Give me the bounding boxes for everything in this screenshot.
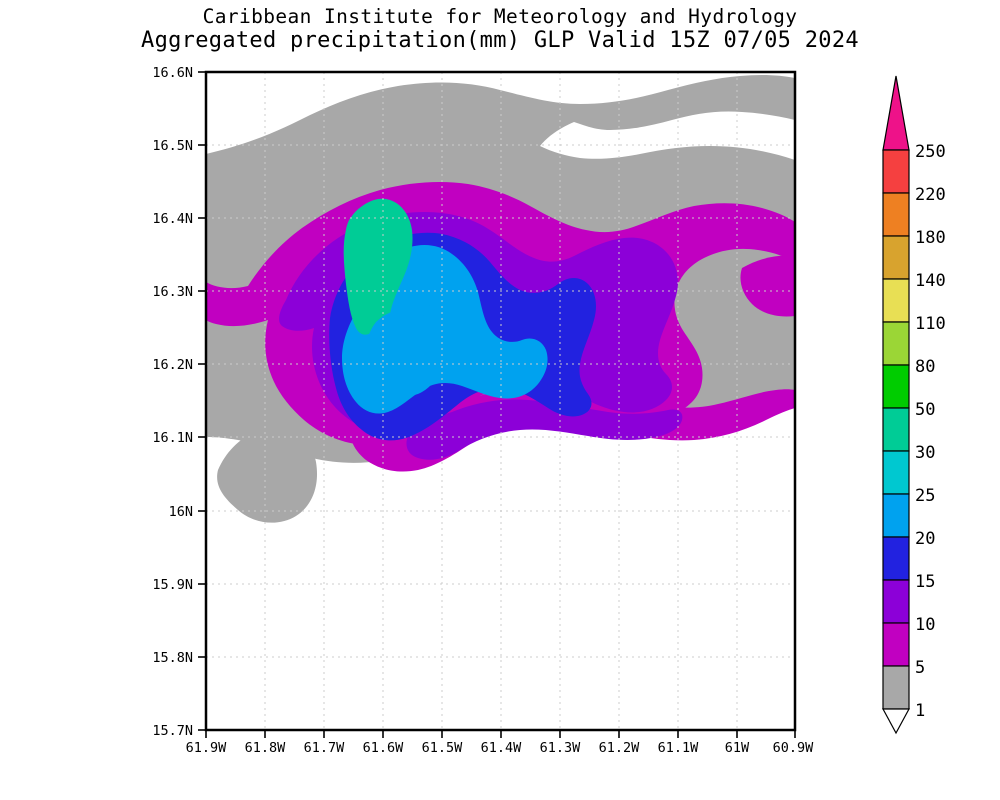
y-tick-label: 16.1N [152,430,193,446]
colorbar-band-10-15 [882,579,910,624]
colorbar-band-25-30 [882,450,910,495]
y-axis-labels: 16.6N 16.5N 16.4N 16.3N 16.2N 16.1N 16N … [152,65,193,739]
y-tick-label: 15.8N [152,650,193,666]
colorbar-tick-label: 10 [915,615,935,635]
y-tick-label: 16.4N [152,211,193,227]
x-tick-label: 61.9W [186,740,228,756]
colorbar-under-arrow [881,708,911,735]
x-axis-labels: 61.9W 61.8W 61.7W 61.6W 61.5W 61.4W 61.3… [186,740,815,756]
colorbar-tick-label: 5 [915,658,925,678]
colorbar-band-5-10 [882,622,910,667]
colorbar-tick-label: 20 [915,529,935,549]
colorbar-band-140-180 [882,235,910,280]
colorbar-band-180-220 [882,192,910,237]
chart-title-block: Caribbean Institute for Meteorology and … [0,5,1000,54]
y-tick-label: 16.6N [152,65,193,81]
x-tick-label: 61.8W [245,740,287,756]
colorbar-band-30-50 [882,407,910,452]
colorbar-tick-label: 250 [915,142,946,162]
x-tick-label: 61.2W [599,740,641,756]
x-tick-label: 61.6W [363,740,405,756]
x-tick-label: 61.7W [304,740,346,756]
y-tick-label: 16.2N [152,357,193,373]
y-tick-label: 15.7N [152,723,193,739]
grid-lines [206,72,795,730]
colorbar[interactable]: 250 220 180 140 110 80 50 30 25 20 15 10… [881,75,946,735]
x-tick-label: 61.3W [540,740,582,756]
y-tick-label: 16.5N [152,138,193,154]
colorbar-tick-label: 15 [915,572,935,592]
institute-title: Caribbean Institute for Meteorology and … [202,5,798,28]
colorbar-band-50-80 [882,364,910,409]
colorbar-band-80-110 [882,321,910,366]
colorbar-tick-label: 180 [915,228,946,248]
colorbar-band-220-250 [882,149,910,194]
colorbar-band-15-20 [882,536,910,581]
y-tick-label: 16.3N [152,284,193,300]
colorbar-tick-label: 220 [915,185,946,205]
colorbar-over-arrow [882,75,910,151]
x-tick-label: 60.9W [773,740,815,756]
contour-patch-1-5-isolated [217,427,318,523]
y-axis-ticks [198,71,206,731]
colorbar-tick-label: 30 [915,443,935,463]
colorbar-band-1-5 [882,665,910,710]
x-tick-label: 61.4W [481,740,523,756]
colorbar-tick-label: 110 [915,314,946,334]
colorbar-tick-label: 1 [915,701,925,721]
chart-title: Aggregated precipitation(mm) GLP Valid 1… [141,28,859,53]
contour-core-25-30 [343,201,407,335]
colorbar-tick-label: 25 [915,486,935,506]
contour-band-10-15-tail [406,399,683,460]
colorbar-band-110-140 [882,278,910,323]
x-tick-label: 61.5W [422,740,464,756]
y-tick-label: 15.9N [152,577,193,593]
y-tick-label: 16N [169,504,193,520]
x-tick-label: 61W [725,740,750,756]
x-axis-ticks [205,730,796,738]
x-tick-label: 61.1W [658,740,700,756]
colorbar-tick-label: 80 [915,357,935,377]
colorbar-tick-label: 140 [915,271,946,291]
contour-band-5-10-east-lobe [740,255,795,317]
contour-band-5-10-tail [350,385,795,472]
colorbar-band-20-25 [882,493,910,538]
colorbar-tick-label: 50 [915,400,935,420]
contour-blob-secondary-20-25 [366,309,442,394]
